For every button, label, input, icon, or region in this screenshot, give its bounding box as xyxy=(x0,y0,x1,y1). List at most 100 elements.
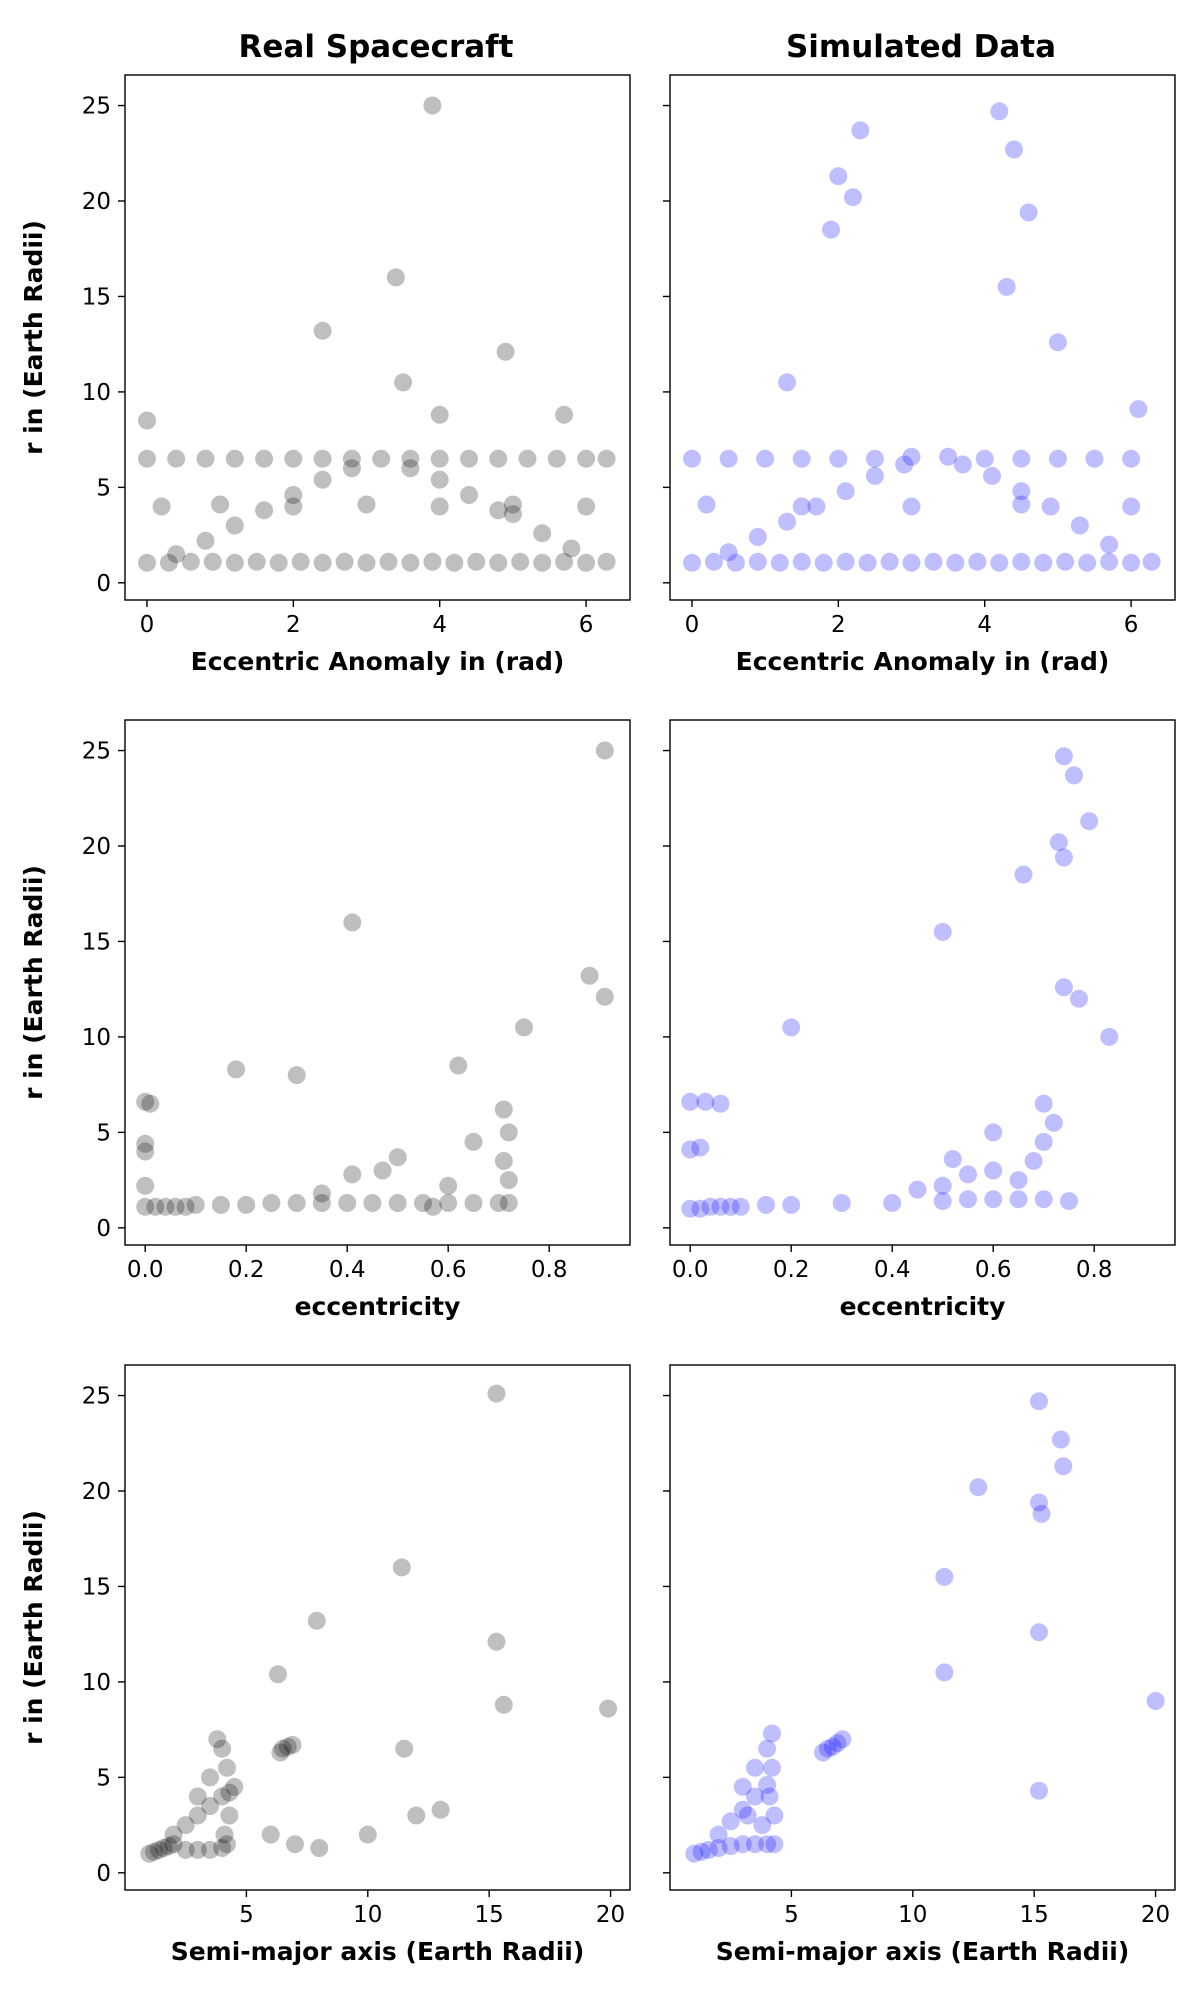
scatter-points xyxy=(681,747,1119,1218)
x-axis-label: Semi-major axis (Earth Radii) xyxy=(716,1937,1130,1966)
plot-area xyxy=(125,1365,630,1890)
data-point xyxy=(464,1194,483,1212)
x-tick-label: 0.4 xyxy=(329,1257,366,1283)
data-point xyxy=(833,1730,852,1749)
data-point xyxy=(726,553,745,572)
data-point xyxy=(1122,497,1141,516)
data-point xyxy=(1034,553,1053,572)
data-point xyxy=(1012,495,1031,514)
data-point xyxy=(555,405,574,424)
data-point xyxy=(1142,552,1161,571)
data-point xyxy=(464,1132,483,1151)
data-point xyxy=(1051,1430,1070,1449)
panel-row2-left: 0.0 0.2 0.4 0.6 0.8 0 5 10 15 20 25 eccentricity r i… xyxy=(19,719,631,1321)
data-point xyxy=(379,552,398,571)
data-point xyxy=(494,1100,513,1119)
data-point xyxy=(731,1197,750,1216)
data-point xyxy=(748,528,767,546)
data-point xyxy=(721,1197,740,1216)
data-point xyxy=(1078,553,1097,572)
data-point xyxy=(269,553,288,572)
data-point xyxy=(829,449,848,468)
data-point xyxy=(138,449,156,468)
data-point xyxy=(969,1478,988,1497)
data-point xyxy=(822,220,840,239)
data-point xyxy=(136,1134,155,1153)
data-point xyxy=(1005,140,1023,159)
data-point xyxy=(1030,1781,1048,1800)
axes-frame xyxy=(124,719,631,1246)
data-point xyxy=(284,449,303,468)
data-point xyxy=(823,1737,842,1756)
y-tick-label: 25 xyxy=(82,1384,111,1410)
panel-row2-right: 0.0 0.2 0.4 0.6 0.8 eccentricity xyxy=(663,719,1176,1321)
data-point xyxy=(167,449,186,468)
y-tick-label: 15 xyxy=(82,1574,111,1600)
y-tick-label: 5 xyxy=(96,1120,111,1146)
data-point xyxy=(342,449,361,468)
data-point xyxy=(597,449,616,468)
data-point xyxy=(756,449,775,468)
data-point xyxy=(136,1092,155,1111)
data-point xyxy=(533,553,552,572)
data-point xyxy=(489,1194,508,1212)
data-point xyxy=(269,1665,287,1684)
data-point xyxy=(753,1816,772,1835)
data-point xyxy=(518,449,537,468)
data-point xyxy=(758,1776,777,1794)
data-point xyxy=(363,1194,382,1212)
data-point xyxy=(983,466,1001,485)
data-point xyxy=(814,553,833,572)
data-point xyxy=(757,1195,775,1214)
data-point xyxy=(287,1066,306,1085)
scatter-points xyxy=(136,741,614,1216)
data-point xyxy=(968,552,987,571)
data-point xyxy=(691,1199,710,1218)
data-point xyxy=(770,553,789,572)
data-point xyxy=(225,1777,244,1796)
data-point xyxy=(213,1839,232,1857)
data-point xyxy=(392,1558,411,1577)
data-point xyxy=(733,1800,752,1819)
data-point xyxy=(704,552,723,571)
x-tick-label: 20 xyxy=(596,1902,625,1928)
data-point xyxy=(401,459,420,478)
x-tick-label: 15 xyxy=(475,1902,504,1928)
data-point xyxy=(201,1768,219,1787)
axes-frame xyxy=(669,1364,1176,1891)
data-point xyxy=(203,552,222,571)
data-point xyxy=(342,459,361,478)
data-point xyxy=(431,1800,450,1819)
data-point xyxy=(208,1730,227,1749)
data-point xyxy=(924,552,943,571)
data-point xyxy=(681,1199,700,1218)
y-axis-label: r in (Earth Radii) xyxy=(19,865,48,1100)
data-point xyxy=(188,1806,207,1825)
x-tick-label: 0 xyxy=(140,612,155,638)
data-point xyxy=(489,449,508,468)
axes-frame xyxy=(124,74,631,601)
data-point xyxy=(792,552,811,571)
x-tick-label: 15 xyxy=(1020,1902,1049,1928)
data-point xyxy=(711,1197,730,1216)
data-point xyxy=(247,552,266,571)
data-point xyxy=(423,96,442,115)
x-axis-label: Eccentric Anomaly in (rad) xyxy=(736,647,1110,676)
data-point xyxy=(511,552,530,571)
data-point xyxy=(719,543,738,562)
data-point xyxy=(166,1197,185,1216)
data-point xyxy=(1009,1190,1028,1209)
data-point xyxy=(701,1197,720,1216)
x-tick-label: 0.2 xyxy=(773,1257,810,1283)
data-point xyxy=(439,1194,458,1212)
data-point xyxy=(284,497,303,516)
data-point xyxy=(372,449,391,468)
data-point xyxy=(271,1743,290,1762)
y-tick-label: 0 xyxy=(96,1216,111,1242)
x-tick-label: 4 xyxy=(977,612,992,638)
data-point xyxy=(138,553,156,572)
data-point xyxy=(763,1758,781,1777)
data-point xyxy=(818,1739,837,1758)
data-point xyxy=(201,1797,219,1815)
data-point xyxy=(975,449,994,468)
